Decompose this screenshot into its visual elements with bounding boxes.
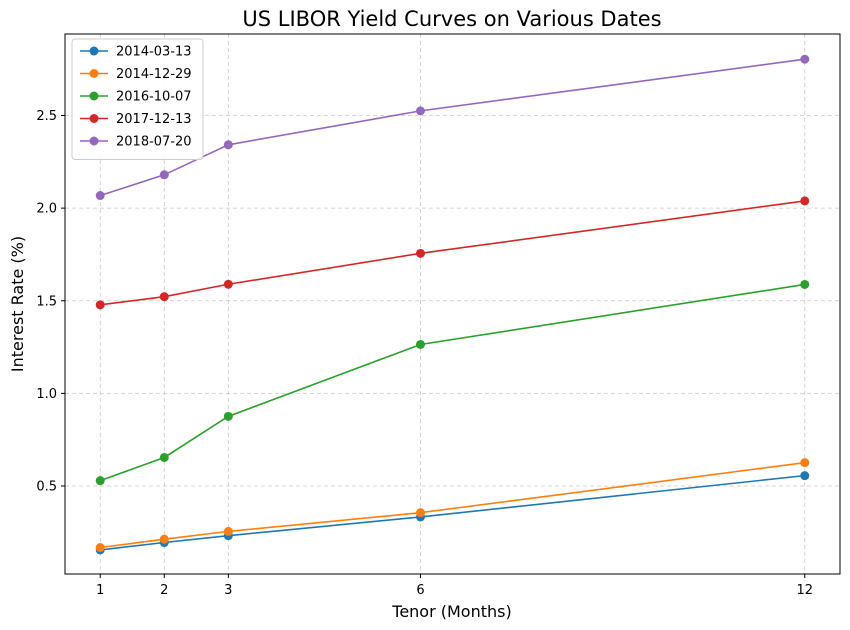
legend-marker <box>89 69 99 78</box>
legend-label: 2014-12-29 <box>116 67 192 82</box>
series-2014-12-29 <box>95 458 810 553</box>
legend-item: 2017-12-13 <box>80 112 192 127</box>
data-point <box>415 106 425 116</box>
data-point <box>95 543 105 553</box>
x-tick-label: 1 <box>96 583 104 598</box>
data-point <box>159 170 169 180</box>
legend-item: 2016-10-07 <box>80 90 192 105</box>
legend-marker <box>89 91 99 101</box>
y-axis-label: Interest Rate (%) <box>8 236 27 372</box>
legend-item: 2014-03-13 <box>80 45 192 60</box>
data-point <box>800 458 810 468</box>
data-point <box>800 279 810 289</box>
legend-marker <box>89 114 99 123</box>
data-point <box>95 191 105 201</box>
data-point <box>223 526 233 536</box>
legend-marker <box>89 46 99 56</box>
data-point <box>159 292 169 302</box>
series-lines <box>95 54 810 555</box>
y-tick-label: 1.0 <box>36 387 57 402</box>
axis-ticks: 1 2 3 6 120.51.01.52.02.5 <box>36 109 813 598</box>
legend-label: 2017-12-13 <box>116 112 192 127</box>
y-tick-label: 2.5 <box>36 109 57 124</box>
data-point <box>223 411 233 421</box>
x-tick-label: 2 <box>160 583 168 598</box>
data-point <box>415 508 425 518</box>
data-point <box>95 300 105 310</box>
legend-label: 2014-03-13 <box>116 45 192 60</box>
data-point <box>223 279 233 289</box>
y-tick-label: 2.0 <box>36 202 57 217</box>
x-tick-label: 6 <box>416 583 424 598</box>
series-2016-10-07 <box>95 279 810 486</box>
data-point <box>800 54 810 64</box>
x-axis-label: Tenor (Months) <box>391 602 511 621</box>
data-point <box>159 452 169 462</box>
chart-title: US LIBOR Yield Curves on Various Dates <box>242 7 661 31</box>
y-tick-label: 0.5 <box>36 480 57 495</box>
series-2017-12-13 <box>95 196 810 310</box>
data-point <box>415 248 425 258</box>
plot-frame <box>64 33 841 575</box>
y-tick-label: 1.5 <box>36 294 57 309</box>
data-point <box>415 339 425 349</box>
legend: 2014-03-13 2014-12-29 2016-10-07 2017-12-13… <box>71 38 204 160</box>
legend-marker <box>89 136 99 146</box>
data-point <box>223 140 233 150</box>
legend-label: 2016-10-07 <box>116 90 192 105</box>
x-tick-label: 12 <box>796 583 813 598</box>
data-point <box>800 471 810 481</box>
legend-box <box>71 38 204 160</box>
legend-item: 2014-12-29 <box>80 67 192 82</box>
data-point <box>159 534 169 544</box>
series-2018-07-20 <box>95 54 810 201</box>
legend-label: 2018-07-20 <box>116 135 192 150</box>
legend-item: 2018-07-20 <box>80 135 192 150</box>
data-point <box>95 476 105 486</box>
data-point <box>800 196 810 206</box>
x-tick-label: 3 <box>224 583 232 598</box>
